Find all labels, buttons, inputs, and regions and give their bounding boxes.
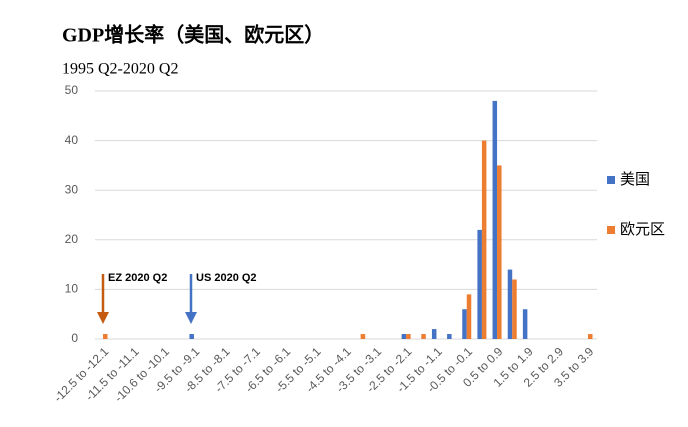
bar [512,279,517,339]
chart-title: GDP增长率（美国、欧元区） [62,23,324,47]
legend-swatch [607,176,615,184]
bar [447,334,452,339]
legend-swatch [607,226,615,234]
bar [507,269,513,339]
y-tick-label: 20 [65,232,79,246]
y-tick-label: 40 [65,133,79,147]
bar [466,294,472,339]
annotation: EZ 2020 Q2 [108,272,167,284]
chart-subtitle: 1995 Q2-2020 Q2 [62,61,178,78]
bar [406,334,411,339]
bar [431,329,437,339]
bar [481,140,487,339]
y-tick-label: 50 [65,83,79,97]
bar [401,334,407,339]
bar [421,334,426,339]
bar [522,309,528,339]
bar [462,309,467,339]
annotation-arrows [97,274,197,324]
y-tick-label: 30 [65,182,79,196]
bar [588,334,593,339]
bar [360,334,366,339]
y-tick-label: 10 [65,282,79,296]
bar [477,229,482,339]
bar [492,100,498,339]
bar [189,334,194,339]
annotation: US 2020 Q2 [196,272,257,284]
bar [103,334,108,339]
legend-label: 美国 [620,171,650,188]
bar [497,165,502,339]
legend-label: 欧元区 [620,221,665,238]
y-tick-label: 0 [71,331,78,345]
